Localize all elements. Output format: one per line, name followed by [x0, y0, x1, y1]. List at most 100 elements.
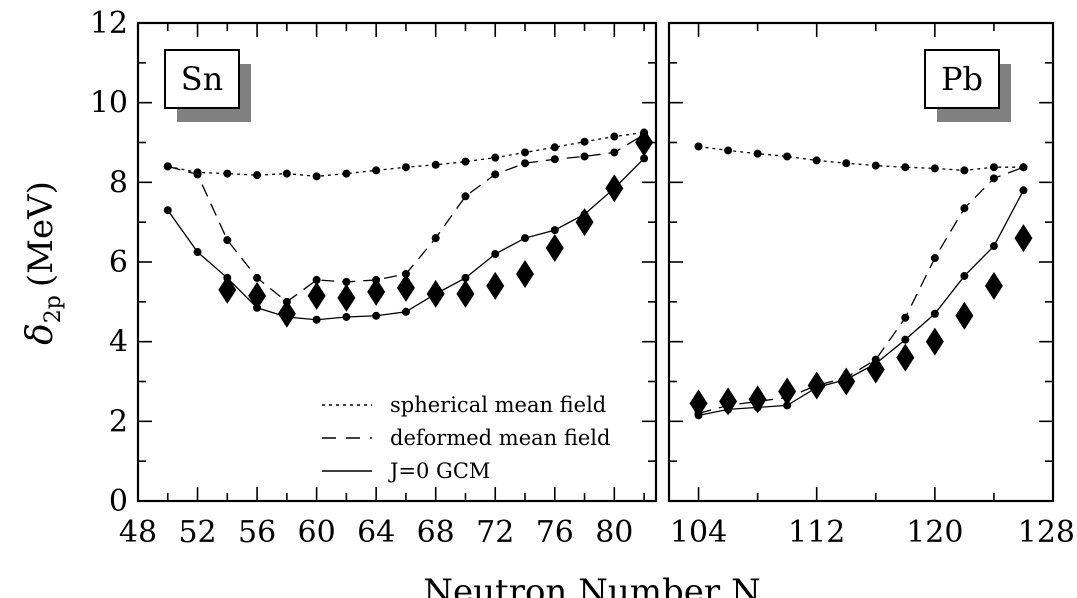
dashed-series-point: [491, 170, 500, 179]
dotted-series-line: [698, 145, 1024, 172]
panel-frame: [136, 21, 658, 503]
dotted-series-point: [342, 169, 351, 178]
experiment-diamond-marker: [984, 271, 1003, 300]
solid-series-point: [491, 250, 500, 259]
panel-frame: [667, 21, 1055, 503]
solid-series-point: [521, 234, 530, 243]
experiment-diamond-marker: [218, 275, 237, 304]
dotted-series-point: [930, 164, 939, 173]
legend-label: deformed mean field: [390, 426, 610, 450]
panel-pb: 104 112 120 128 Pb: [667, 21, 1075, 550]
experiment-diamond-marker: [486, 271, 505, 300]
panel-label-box: [164, 49, 240, 109]
dotted-series-point: [694, 142, 703, 151]
dashed-series-point: [521, 159, 530, 168]
experiment-diamond-marker: [575, 208, 594, 237]
dashed-series-point: [901, 313, 910, 322]
dashed-series-point: [253, 273, 262, 282]
y-axis-symbol: δ: [20, 323, 61, 345]
experiment-diamond-marker: [719, 387, 738, 416]
dashed-series-point: [431, 234, 440, 243]
dotted-series-point: [610, 132, 619, 141]
experiment-diamond-marker: [896, 343, 915, 372]
solid-series-point: [461, 273, 470, 282]
dotted-series-point: [960, 166, 969, 175]
dashed-series-point: [580, 152, 589, 161]
dashed-series-point: [610, 148, 619, 157]
x-tick-label: 60: [298, 515, 336, 550]
experiment-diamond-marker: [516, 259, 535, 288]
x-tick-label: 128: [1018, 515, 1075, 550]
x-tick-label: 120: [906, 515, 963, 550]
panel-label-box: [924, 49, 1000, 109]
y-tick-label: 8: [109, 165, 128, 200]
x-tick-label: 104: [670, 515, 727, 550]
experiment-diamond-marker: [748, 385, 767, 414]
legend-label: J=0 GCM: [388, 459, 490, 483]
dashed-series-point: [989, 174, 998, 183]
dashed-series-point: [342, 277, 351, 286]
dotted-series-point: [901, 163, 910, 172]
dotted-series-point: [842, 159, 851, 168]
experiment-diamond-marker: [367, 277, 386, 306]
y-tick-label: 4: [109, 325, 128, 360]
experiment-diamond-marker: [689, 389, 708, 418]
x-axis-title: Neutron Number N: [423, 572, 760, 598]
dotted-series-point: [724, 146, 733, 155]
legend-label: spherical mean field: [390, 393, 606, 417]
legend: spherical mean field deformed mean field J…: [322, 393, 610, 483]
solid-series-point: [640, 154, 649, 163]
panel-label: Sn: [181, 60, 224, 98]
x-tick-label: 76: [536, 515, 574, 550]
dashed-series-point: [1019, 163, 1028, 172]
x-tick-label: 56: [238, 515, 276, 550]
experiment-diamond-marker: [807, 371, 826, 400]
dotted-series-point: [491, 153, 500, 162]
dashed-series-point: [163, 162, 172, 171]
experiment-diamond-marker: [456, 279, 475, 308]
x-tick-label: 52: [178, 515, 216, 550]
dotted-series-point: [401, 163, 410, 172]
solid-series-line: [698, 189, 1025, 416]
experiment-diamond-marker: [396, 273, 415, 302]
y-tick-label: 10: [90, 86, 128, 121]
solid-series-point: [550, 226, 559, 235]
x-tick-label: 72: [476, 515, 514, 550]
experiment-diamond-marker: [605, 174, 624, 203]
solid-series-point: [312, 315, 321, 324]
dashed-series-point: [312, 275, 321, 284]
experiment-diamond-marker: [955, 301, 974, 330]
solid-series-point: [401, 307, 410, 316]
dotted-series-point: [580, 137, 589, 146]
solid-series-point: [193, 248, 202, 257]
experiment-diamond-marker: [837, 367, 856, 396]
experiment-diamond-marker: [1014, 224, 1033, 253]
solid-series-point: [342, 312, 351, 321]
dotted-series-point: [461, 157, 470, 166]
dotted-series-point: [753, 149, 762, 158]
y-axis-subscript: 2p: [41, 295, 66, 323]
x-tick-label: 68: [417, 515, 455, 550]
experiment-diamond-marker: [426, 279, 445, 308]
dashed-series-point: [223, 236, 232, 245]
dashed-series-point: [461, 192, 470, 201]
experiment-diamond-marker: [545, 234, 564, 263]
dotted-series-point: [550, 143, 559, 152]
solid-series-point: [372, 311, 381, 320]
dotted-series-point: [812, 156, 821, 165]
experiment-diamond-marker: [337, 283, 356, 312]
dashed-series-point: [960, 204, 969, 213]
x-tick-label: 48: [119, 515, 157, 550]
dashed-series-line: [698, 166, 1024, 414]
y-tick-label: 6: [109, 245, 128, 280]
experiment-diamond-marker: [866, 355, 885, 384]
y-tick-label: 0: [109, 484, 128, 519]
x-tick-label: 112: [788, 515, 845, 550]
dashed-series-point: [930, 254, 939, 263]
experiment-diamond-marker: [307, 281, 326, 310]
dotted-series-point: [871, 161, 880, 170]
y-axis-unit: (MeV): [21, 181, 61, 287]
experiment-diamond-marker: [277, 299, 296, 328]
dotted-series-point: [989, 163, 998, 172]
x-tick-label: 64: [357, 515, 395, 550]
